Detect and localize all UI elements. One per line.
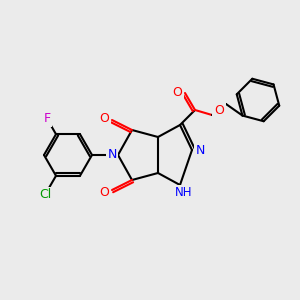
Text: O: O: [214, 103, 224, 116]
Text: F: F: [44, 112, 51, 125]
Text: Cl: Cl: [39, 188, 51, 201]
Text: O: O: [172, 86, 182, 100]
Text: O: O: [99, 185, 109, 199]
Text: NH: NH: [175, 187, 193, 200]
Text: N: N: [195, 143, 205, 157]
Text: O: O: [99, 112, 109, 124]
Text: N: N: [107, 148, 117, 161]
